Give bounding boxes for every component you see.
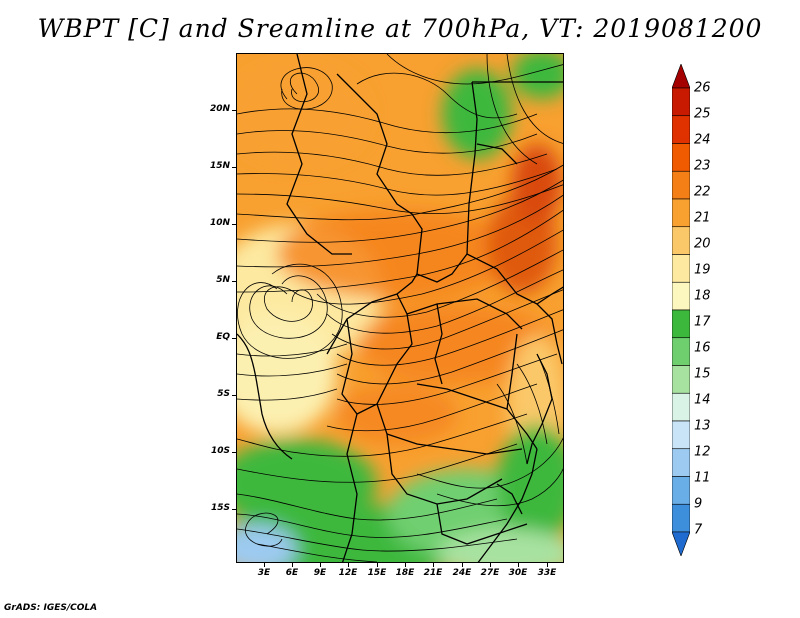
colorbar-segment — [671, 531, 691, 557]
colorbar-label: 13 — [694, 418, 711, 434]
lon-tick — [462, 563, 463, 567]
chart-title: WBPT [C] and Sreamline at 700hPa, VT: 20… — [37, 14, 763, 43]
lon-label-12e: 12E — [338, 568, 358, 578]
colorbar-segment — [671, 170, 691, 200]
colorbar-segment — [671, 198, 691, 228]
colorbar-segment — [671, 87, 691, 117]
colorbar-segment — [671, 503, 691, 533]
lon-label-18e: 18E — [395, 568, 415, 578]
lon-tick — [490, 563, 491, 567]
colorbar-label: 19 — [694, 262, 711, 278]
colorbar-label: 9 — [694, 496, 703, 512]
colorbar-svg — [671, 63, 691, 557]
lon-tick — [348, 563, 349, 567]
lon-label-9e: 9E — [313, 568, 327, 578]
lat-label-10s: 10S — [210, 446, 230, 456]
colorbar-segment — [671, 254, 691, 283]
colorbar-label: 14 — [694, 392, 711, 408]
lat-tick — [232, 509, 236, 510]
lon-label-3e: 3E — [257, 568, 271, 578]
lon-tick — [433, 563, 434, 567]
lat-label-10n: 10N — [209, 218, 230, 228]
lat-tick — [232, 167, 236, 168]
colorbar-label: 16 — [694, 340, 711, 356]
colorbar-segment — [671, 281, 691, 311]
colorbar-label: 12 — [694, 444, 711, 460]
lon-tick — [320, 563, 321, 567]
colorbar-segment — [671, 337, 691, 366]
colorbar-label: 18 — [694, 288, 711, 304]
lon-tick — [518, 563, 519, 567]
map-panel — [236, 53, 564, 563]
colorbar-label: 23 — [694, 158, 711, 174]
colorbar-segment — [671, 448, 691, 477]
lon-label-6e: 6E — [285, 568, 299, 578]
lon-tick — [292, 563, 293, 567]
lat-label-eq: EQ — [216, 332, 230, 342]
colorbar-segment — [671, 226, 691, 255]
lat-tick — [232, 110, 236, 111]
lon-tick — [547, 563, 548, 567]
colorbar-label: 25 — [694, 106, 711, 122]
lat-label-15s: 15S — [210, 503, 230, 513]
lon-label-33e: 33E — [537, 568, 557, 578]
colorbar-segment — [671, 63, 691, 89]
lat-label-5s: 5S — [217, 389, 230, 399]
colorbar-label: 17 — [694, 314, 711, 330]
lon-label-27e: 27E — [480, 568, 500, 578]
colorbar-segment — [671, 115, 691, 144]
lat-label-5n: 5N — [216, 275, 230, 285]
lat-tick — [232, 281, 236, 282]
colorbar-label: 11 — [694, 470, 711, 486]
colorbar-label: 24 — [694, 132, 711, 148]
lat-tick — [232, 395, 236, 396]
colorbar-label: 22 — [694, 184, 711, 200]
colorbar-segment — [671, 143, 691, 172]
lat-label-15n: 15N — [209, 161, 230, 171]
lon-tick — [377, 563, 378, 567]
lat-label-20n: 20N — [209, 104, 230, 114]
lon-label-15e: 15E — [367, 568, 387, 578]
map-field — [237, 54, 563, 562]
colorbar-label: 26 — [694, 80, 711, 96]
lon-tick — [264, 563, 265, 567]
lon-tick — [405, 563, 406, 567]
colorbar-segment — [671, 365, 691, 394]
colorbar-label: 15 — [694, 366, 711, 382]
colorbar — [671, 63, 691, 557]
colorbar-segment — [671, 392, 691, 422]
boundaries — [237, 54, 563, 562]
colorbar-label: 20 — [694, 236, 711, 252]
footer-credit: GrADS: IGES/COLA — [4, 603, 98, 613]
lat-tick — [232, 452, 236, 453]
lon-label-21e: 21E — [423, 568, 443, 578]
lon-label-24e: 24E — [452, 568, 472, 578]
lon-label-30e: 30E — [508, 568, 528, 578]
colorbar-segment — [671, 420, 691, 450]
lat-tick — [232, 338, 236, 339]
lat-tick — [232, 224, 236, 225]
colorbar-segment — [671, 309, 691, 339]
streamlines — [237, 54, 563, 562]
colorbar-label: 7 — [694, 522, 703, 538]
colorbar-label: 21 — [694, 210, 711, 226]
colorbar-segment — [671, 476, 691, 505]
